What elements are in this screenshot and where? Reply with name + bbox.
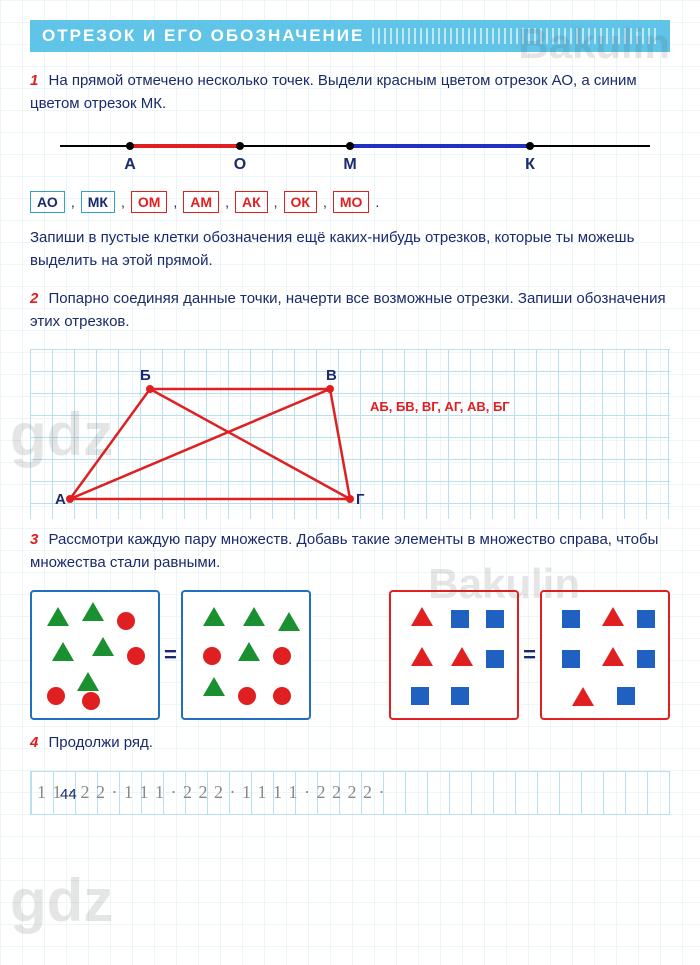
title-text: ОТРЕЗОК И ЕГО ОБОЗНАЧЕНИЕ [42, 26, 364, 46]
seg-mk: МК [81, 191, 115, 213]
svg-text:М: М [343, 156, 356, 173]
square-b-shape [486, 610, 504, 628]
circle-r-shape [273, 647, 291, 665]
square-b-shape [617, 687, 635, 705]
circle-r-shape [117, 612, 135, 630]
task-3-num: 3 [30, 531, 38, 548]
triangle-g-shape [47, 607, 69, 626]
circle-r-shape [273, 687, 291, 705]
set-pair-2: = [389, 590, 670, 720]
quad-diagram: А Б В Г АБ, БВ, ВГ, АГ, АВ, БГ [30, 349, 670, 519]
triangle-g-shape [92, 637, 114, 656]
square-b-shape [451, 610, 469, 628]
circle-r-shape [127, 647, 145, 665]
sets-row: = = [30, 590, 670, 720]
vertex-a: А [55, 491, 66, 508]
seg-ok: ОК [284, 191, 317, 213]
triangle-g-shape [243, 607, 265, 626]
set-1-left [30, 590, 160, 720]
task-2-answer: АБ, БВ, ВГ, АГ, АВ, БГ [370, 399, 510, 414]
circle-r-shape [203, 647, 221, 665]
triangle-g-shape [77, 672, 99, 691]
triangle-r-shape [602, 607, 624, 626]
square-b-shape [637, 650, 655, 668]
seg-ao: АО [30, 191, 65, 213]
page-title: ОТРЕЗОК И ЕГО ОБОЗНАЧЕНИЕ [30, 20, 670, 52]
circle-r-shape [238, 687, 256, 705]
svg-text:А: А [124, 156, 136, 173]
triangle-g-shape [203, 677, 225, 696]
vertex-g: Г [356, 491, 365, 508]
square-b-shape [486, 650, 504, 668]
square-b-shape [451, 687, 469, 705]
square-b-shape [637, 610, 655, 628]
circle-r-shape [47, 687, 65, 705]
set-pair-1: = [30, 590, 311, 720]
title-decoration [372, 28, 658, 44]
task-1-text: На прямой отмечено несколько точек. Выде… [30, 72, 637, 112]
seg-om: ОМ [131, 191, 168, 213]
triangle-r-shape [411, 647, 433, 666]
task-4-text: Продолжи ряд. [49, 734, 153, 751]
svg-text:К: К [525, 156, 535, 173]
task-2-num: 2 [30, 290, 38, 307]
square-b-shape [411, 687, 429, 705]
vertex-b: Б [140, 367, 151, 384]
triangle-r-shape [411, 607, 433, 626]
page-number: 44 [60, 786, 77, 803]
equals-1: = [164, 642, 177, 668]
segment-boxes: АО, МК, ОМ, АМ, АК, ОК, МО. [30, 191, 670, 213]
triangle-g-shape [82, 602, 104, 621]
triangle-g-shape [278, 612, 300, 631]
task-1-num: 1 [30, 72, 38, 89]
triangle-g-shape [52, 642, 74, 661]
seg-ak: АК [235, 191, 268, 213]
task-4-num: 4 [30, 734, 38, 751]
task-2: 2 Попарно соединяя данные точки, начерти… [30, 288, 670, 333]
set-2-right [540, 590, 670, 720]
task-2-text: Попарно соединяя данные точки, начерти в… [30, 290, 666, 330]
task-1-text2: Запиши в пустые клетки обозначения ещё к… [30, 227, 670, 272]
number-line: А О М К [30, 131, 670, 181]
square-b-shape [562, 650, 580, 668]
equals-2: = [523, 642, 536, 668]
svg-text:О: О [234, 156, 246, 173]
square-b-shape [562, 610, 580, 628]
vertex-v: В [326, 367, 337, 384]
task-4: 4 Продолжи ряд. [30, 732, 670, 755]
circle-r-shape [82, 692, 100, 710]
triangle-r-shape [451, 647, 473, 666]
task-3: 3 Рассмотри каждую пару множеств. Добавь… [30, 529, 670, 574]
triangle-g-shape [238, 642, 260, 661]
task-3-text: Рассмотри каждую пару множеств. Добавь т… [30, 531, 658, 571]
seg-mo: МО [333, 191, 370, 213]
triangle-r-shape [602, 647, 624, 666]
triangle-r-shape [572, 687, 594, 706]
sequence-row: 1 1 · 2 2 · 1 1 1 · 2 2 2 · 1 1 1 1 · 2 … [30, 771, 670, 815]
triangle-g-shape [203, 607, 225, 626]
set-2-left [389, 590, 519, 720]
seg-am: АМ [183, 191, 219, 213]
task-1: 1 На прямой отмечено несколько точек. Вы… [30, 70, 670, 115]
set-1-right [181, 590, 311, 720]
